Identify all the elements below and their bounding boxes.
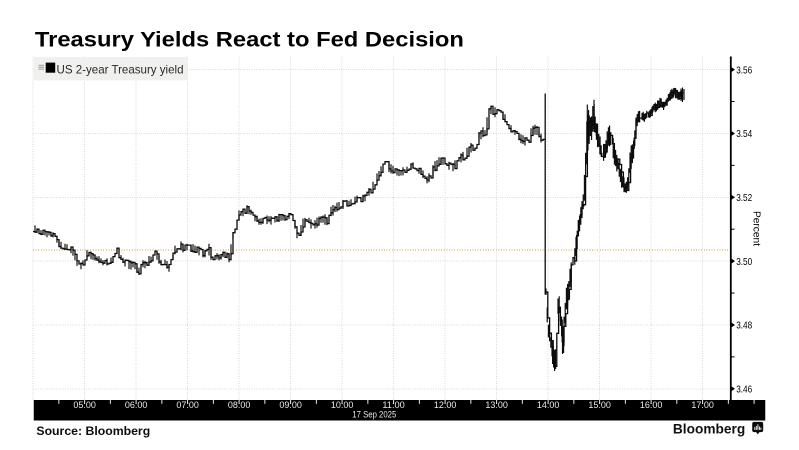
svg-text:15:00: 15:00 [588,400,611,410]
svg-text:14:00: 14:00 [537,400,560,410]
svg-text:05:00: 05:00 [73,400,96,410]
svg-text:3.52: 3.52 [736,193,752,204]
svg-text:06:00: 06:00 [125,400,148,410]
svg-text:09:00: 09:00 [279,400,302,410]
svg-text:13:00: 13:00 [485,400,508,410]
svg-text:08:00: 08:00 [228,400,251,410]
svg-text:3.54: 3.54 [736,129,752,140]
svg-text:17 Sep 2025: 17 Sep 2025 [352,410,396,420]
svg-text:Percent: Percent [751,211,762,246]
svg-text:3.50: 3.50 [736,257,752,268]
svg-text:3.48: 3.48 [736,321,752,332]
svg-text:3.56: 3.56 [736,65,752,76]
svg-text:3.46: 3.46 [736,385,752,396]
svg-text:12:00: 12:00 [434,400,457,410]
svg-text:16:00: 16:00 [640,400,663,410]
svg-text:Bloomberg: Bloomberg [673,421,745,437]
svg-text:Treasury Yields React to Fed D: Treasury Yields React to Fed Decision [35,29,464,52]
svg-text:US 2-year Treasury yield: US 2-year Treasury yield [57,62,184,76]
svg-text:17:00: 17:00 [691,400,714,410]
svg-text:07:00: 07:00 [176,400,199,410]
svg-text:11:00: 11:00 [382,400,405,410]
svg-text:10:00: 10:00 [331,400,354,410]
svg-text:Source: Bloomberg: Source: Bloomberg [36,424,150,438]
